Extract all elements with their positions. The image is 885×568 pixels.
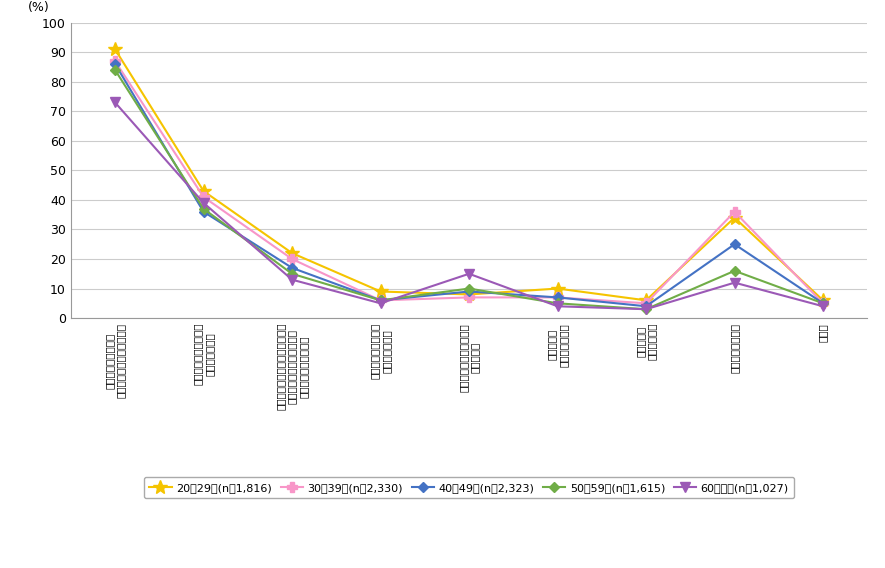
50～59歳(n＝1,615) bbox=[375, 297, 386, 304]
30～39歳(n＝2,330) bbox=[552, 294, 563, 301]
40～49歳(n＝2,323) bbox=[464, 288, 474, 295]
Line: 20～29歳(n＝1,816): 20～29歳(n＝1,816) bbox=[108, 43, 830, 307]
60歳以上(n＝1,027) bbox=[552, 303, 563, 310]
30～39歳(n＝2,330) bbox=[818, 300, 828, 307]
30～39歳(n＝2,330) bbox=[729, 208, 740, 215]
50～59歳(n＝1,615) bbox=[287, 270, 297, 277]
60歳以上(n＝1,027) bbox=[818, 303, 828, 310]
Line: 40～49歳(n＝2,323): 40～49歳(n＝2,323) bbox=[112, 61, 827, 310]
20～29歳(n＝1,816) bbox=[818, 297, 828, 304]
20～29歳(n＝1,816) bbox=[464, 291, 474, 298]
30～39歳(n＝2,330) bbox=[198, 194, 209, 201]
20～29歳(n＝1,816) bbox=[375, 288, 386, 295]
60歳以上(n＝1,027) bbox=[287, 276, 297, 283]
Line: 60歳以上(n＝1,027): 60歳以上(n＝1,027) bbox=[111, 98, 827, 314]
30～39歳(n＝2,330) bbox=[287, 256, 297, 262]
60歳以上(n＝1,027) bbox=[110, 99, 120, 106]
60歳以上(n＝1,027) bbox=[464, 270, 474, 277]
60歳以上(n＝1,027) bbox=[198, 199, 209, 206]
50～59歳(n＝1,615) bbox=[110, 66, 120, 73]
20～29歳(n＝1,816) bbox=[641, 297, 651, 304]
50～59歳(n＝1,615) bbox=[198, 206, 209, 212]
20～29歳(n＝1,816) bbox=[287, 250, 297, 257]
40～49歳(n＝2,323) bbox=[198, 208, 209, 215]
20～29歳(n＝1,816) bbox=[198, 187, 209, 194]
50～59歳(n＝1,615) bbox=[552, 300, 563, 307]
Legend: 20～29歳(n＝1,816), 30～39歳(n＝2,330), 40～49歳(n＝2,323), 50～59歳(n＝1,615), 60歳以上(n＝1,02: 20～29歳(n＝1,816), 30～39歳(n＝2,330), 40～49歳… bbox=[143, 477, 795, 498]
30～39歳(n＝2,330) bbox=[110, 58, 120, 65]
20～29歳(n＝1,816) bbox=[110, 46, 120, 53]
40～49歳(n＝2,323) bbox=[110, 61, 120, 68]
60歳以上(n＝1,027) bbox=[375, 300, 386, 307]
50～59歳(n＝1,615) bbox=[818, 300, 828, 307]
60歳以上(n＝1,027) bbox=[641, 306, 651, 312]
40～49歳(n＝2,323) bbox=[729, 241, 740, 248]
30～39歳(n＝2,330) bbox=[375, 297, 386, 304]
50～59歳(n＝1,615) bbox=[729, 268, 740, 274]
20～29歳(n＝1,816) bbox=[552, 285, 563, 292]
Y-axis label: (%): (%) bbox=[28, 1, 50, 14]
50～59歳(n＝1,615) bbox=[464, 285, 474, 292]
Line: 50～59歳(n＝1,615): 50～59歳(n＝1,615) bbox=[112, 66, 827, 313]
Line: 30～39歳(n＝2,330): 30～39歳(n＝2,330) bbox=[111, 56, 827, 308]
20～29歳(n＝1,816) bbox=[729, 214, 740, 221]
40～49歳(n＝2,323) bbox=[641, 303, 651, 310]
30～39歳(n＝2,330) bbox=[464, 294, 474, 301]
40～49歳(n＝2,323) bbox=[552, 294, 563, 301]
60歳以上(n＝1,027) bbox=[729, 279, 740, 286]
50～59歳(n＝1,615) bbox=[641, 306, 651, 312]
40～49歳(n＝2,323) bbox=[818, 300, 828, 307]
30～39歳(n＝2,330) bbox=[641, 300, 651, 307]
40～49歳(n＝2,323) bbox=[375, 297, 386, 304]
40～49歳(n＝2,323) bbox=[287, 265, 297, 272]
